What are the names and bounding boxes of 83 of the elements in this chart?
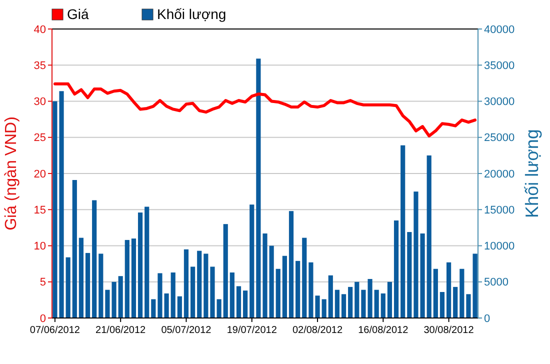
bar — [236, 286, 242, 318]
bar — [334, 290, 340, 318]
bar — [426, 155, 432, 318]
bar — [288, 211, 294, 318]
bar — [440, 292, 445, 318]
x-tick-label: 05/07/2012 — [161, 325, 212, 336]
bar — [315, 296, 320, 318]
y-tick-label: 30 — [34, 96, 46, 108]
bar — [262, 233, 268, 318]
y2-tick-label: 0 — [484, 312, 490, 325]
bar — [433, 268, 438, 318]
legend-label: Khối lượng — [157, 6, 226, 22]
y-axis-title: Giá (ngàn VND) — [3, 116, 20, 230]
bar — [328, 275, 333, 318]
bar — [387, 282, 392, 318]
bar — [138, 212, 143, 318]
y-tick-label: 5 — [40, 276, 46, 289]
bar — [66, 257, 70, 318]
bar — [407, 232, 412, 318]
bar — [250, 204, 254, 318]
bar — [124, 240, 130, 318]
bar — [170, 272, 176, 318]
y-tick-label: 25 — [34, 132, 46, 144]
bar — [78, 238, 84, 318]
bar — [151, 299, 156, 318]
bar — [282, 256, 287, 318]
line-series — [53, 82, 477, 138]
y-tick-label: 35 — [34, 60, 46, 72]
bar — [374, 290, 379, 318]
x-tick-label: 19/07/2012 — [226, 325, 278, 336]
bar — [190, 266, 196, 318]
y2-tick-label: 35000 — [484, 60, 515, 72]
y2-tick-label: 25000 — [484, 132, 515, 144]
bar — [269, 246, 274, 318]
bar — [354, 282, 360, 318]
x-tick-label: 07/06/2012 — [30, 325, 80, 336]
bar — [400, 145, 406, 318]
y2-tick-label: 10000 — [484, 240, 515, 253]
bar — [98, 254, 104, 318]
bar — [72, 180, 77, 318]
bar — [394, 220, 399, 318]
y2-tick-label: 15000 — [484, 204, 515, 216]
x-tick-label: 16/08/2012 — [358, 325, 409, 336]
x-tick-label: 30/08/2012 — [424, 325, 474, 336]
bar — [85, 252, 90, 318]
bar — [197, 250, 202, 318]
y-tick-label: 20 — [34, 168, 46, 180]
bar — [446, 262, 452, 318]
bar — [243, 290, 248, 318]
y-tick-label: 40 — [34, 24, 46, 36]
x-tick-label: 21/06/2012 — [96, 325, 146, 336]
bar — [276, 268, 280, 318]
y-tick-label: 15 — [34, 204, 46, 216]
bar — [256, 58, 261, 318]
y2-tick-label: 5000 — [484, 276, 508, 289]
legend-label: Giá — [67, 6, 89, 22]
y2-axis-title: Khối lượng — [522, 129, 542, 218]
x-tick-label: 02/08/2012 — [292, 325, 343, 336]
y2-tick-label: 40000 — [484, 24, 515, 36]
y2-tick-label: 20000 — [484, 168, 515, 180]
bar — [348, 286, 353, 318]
bar — [204, 254, 208, 318]
y-tick-label: 0 — [40, 312, 46, 325]
y2-tick-label: 30000 — [484, 96, 515, 108]
bar — [296, 260, 300, 318]
bar — [210, 266, 215, 318]
bar — [380, 293, 386, 318]
bar — [341, 294, 346, 318]
bar — [460, 268, 464, 318]
bar — [230, 272, 234, 318]
bar — [144, 206, 150, 318]
bar — [453, 286, 458, 318]
bar — [92, 200, 97, 318]
bar — [184, 249, 189, 318]
bar — [322, 299, 326, 318]
bar — [118, 276, 123, 318]
bar — [177, 296, 182, 318]
bar — [308, 262, 314, 318]
bar — [302, 238, 307, 318]
bar — [131, 238, 136, 318]
y-tick-label: 10 — [34, 240, 46, 253]
bar — [223, 224, 228, 318]
bar — [216, 299, 222, 318]
